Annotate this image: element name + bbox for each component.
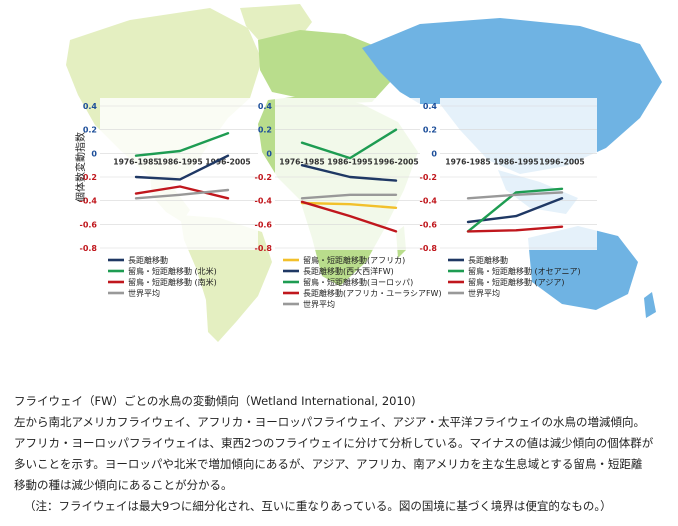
legend-label: 世界平均	[128, 288, 160, 298]
y-tick-label: -0.4	[420, 197, 438, 206]
y-tick-label: -0.4	[255, 197, 273, 206]
y-tick-label: -0.2	[420, 173, 438, 182]
x-category-label: 1996-2005	[539, 157, 584, 166]
legend-item: 世界平均	[108, 288, 160, 298]
legend-label: 留鳥・短距離移動 (アジア)	[468, 277, 564, 287]
charts-layer: 0.40.20-0.2-0.4-0.6-0.81976-19851986-199…	[74, 98, 597, 309]
x-category-label: 1996-2005	[205, 157, 250, 166]
y-tick-label: -0.4	[80, 197, 98, 206]
y-tick-label: -0.8	[80, 244, 98, 253]
series-line	[466, 225, 564, 233]
y-tick-label: 0	[91, 149, 97, 158]
flyway-chart-figure: 0.40.20-0.2-0.4-0.6-0.81976-19851986-199…	[66, 4, 662, 342]
x-category-label: 1976-1985	[113, 157, 158, 166]
legend-label: 留鳥・短距離移動 (北米)	[128, 266, 217, 276]
legend-item: 世界平均	[448, 288, 500, 298]
caption-line-4: 移動の種は減少傾向にあることが分かる。	[14, 478, 233, 492]
legend-item: 長距離移動(アフリカ・ユーラシアFW)	[283, 288, 442, 298]
legend-item: 長距離移動	[108, 255, 168, 265]
series-line	[134, 154, 230, 181]
legend-label: 留鳥・短距離移動(アフリカ)	[303, 255, 405, 265]
legend-item: 留鳥・短距離移動(アフリカ)	[283, 255, 405, 265]
y-tick-label: -0.2	[255, 173, 273, 182]
y-tick-label: 0.2	[423, 126, 437, 135]
series-line	[466, 197, 564, 224]
x-category-label: 1976-1985	[279, 157, 324, 166]
legend-item: 留鳥・短距離移動 (南米)	[108, 277, 217, 287]
series-line	[300, 128, 398, 160]
y-tick-label: 0.4	[83, 102, 98, 111]
legend-label: 長距離移動(アフリカ・ユーラシアFW)	[303, 288, 442, 298]
y-tick-label: -0.2	[80, 173, 98, 182]
y-tick-label: 0	[431, 149, 437, 158]
x-category-label: 1986-1995	[157, 157, 202, 166]
caption-line-1: 左から南北アメリカフライウェイ、アフリカ・ヨーロッパフライウェイ、アジア・太平洋…	[14, 415, 645, 429]
x-category-label: 1996-2005	[373, 157, 418, 166]
chart-panel-2: 0.4 0.2 0 -0.2 -0.4 -0.6 -0.8 1976-1985 1986-199…	[255, 98, 442, 309]
y-tick-label: -0.6	[80, 220, 98, 229]
y-tick-label: 0.4	[258, 102, 273, 111]
legend-item: 留鳥・短距離移動 (北米)	[108, 266, 217, 276]
legend-label: 留鳥・短距離移動(ヨーロッパ)	[303, 277, 413, 287]
caption-block: フライウェイ（FW）ごとの水鳥の変動傾向（Wetland Internation…	[14, 391, 674, 517]
series-line	[466, 187, 564, 233]
y-tick-label: 0.2	[258, 126, 272, 135]
chart-panel-1: 0.4 0.2 0 -0.2 -0.4 -0.6 -0.8 1976-19851986-199…	[74, 98, 258, 298]
series-line	[134, 185, 230, 200]
legend-item: 長距離移動	[448, 255, 508, 265]
y-tick-label: -0.6	[420, 220, 438, 229]
europe-landmass	[258, 30, 392, 104]
series-line	[134, 188, 230, 200]
legend-item: 留鳥・短距離移動 (アジア)	[448, 277, 564, 287]
series-line	[300, 201, 398, 210]
series-line	[300, 193, 398, 200]
legend-item: 留鳥・短距離移動(ヨーロッパ)	[283, 277, 413, 287]
plot-area	[440, 98, 597, 250]
caption-note: （注：フライウェイは最大9つに細分化され、互いに重なりあっている。図の国境に基づ…	[24, 499, 612, 513]
x-category-label: 1976-1985	[445, 157, 490, 166]
y-tick-label: 0.2	[83, 126, 97, 135]
caption-line-3: 多いことを示す。ヨーロッパや北米で増加傾向にあるが、アジア、アフリカ、南アメリカ…	[14, 457, 643, 471]
x-category-label: 1986-1995	[493, 157, 538, 166]
legend-label: 留鳥・短距離移動 (オセアニア)	[468, 266, 581, 276]
x-category-label: 1986-1995	[327, 157, 372, 166]
y-tick-label: 0.4	[423, 102, 438, 111]
plot-area	[275, 98, 420, 250]
legend-label: 長距離移動	[128, 255, 168, 265]
y-tick-label: 0	[266, 149, 272, 158]
series-line	[466, 191, 564, 200]
legend-label: 世界平均	[303, 299, 335, 309]
legend-item: 長距離移動(西大西洋FW)	[283, 266, 394, 276]
series-line	[134, 131, 230, 157]
y-tick-label: -0.8	[420, 244, 438, 253]
legend-item: 世界平均	[283, 299, 335, 309]
y-axis-label: 個体数変動指数	[74, 132, 87, 202]
caption-line-2: アフリカ・ヨーロッパフライウェイは、東西2つのフライウェイに分けて分析している。…	[14, 436, 654, 450]
legend-label: 長距離移動(西大西洋FW)	[303, 266, 394, 276]
legend-label: 世界平均	[468, 288, 500, 298]
chart-panel-3: 0.4 0.2 0 -0.2 -0.4 -0.6 -0.8 1976-1985 1986-199…	[420, 98, 597, 298]
series-line	[300, 200, 398, 233]
legend-item: 留鳥・短距離移動 (オセアニア)	[448, 266, 581, 276]
new-zealand-landmass	[644, 292, 656, 318]
caption-title: フライウェイ（FW）ごとの水鳥の変動傾向（Wetland Internation…	[14, 394, 416, 408]
legend-label: 長距離移動	[468, 255, 508, 265]
y-tick-label: -0.6	[255, 220, 273, 229]
series-line	[300, 163, 398, 182]
y-tick-label: -0.8	[255, 244, 273, 253]
legend-label: 留鳥・短距離移動 (南米)	[128, 277, 217, 287]
plot-area	[100, 98, 258, 250]
